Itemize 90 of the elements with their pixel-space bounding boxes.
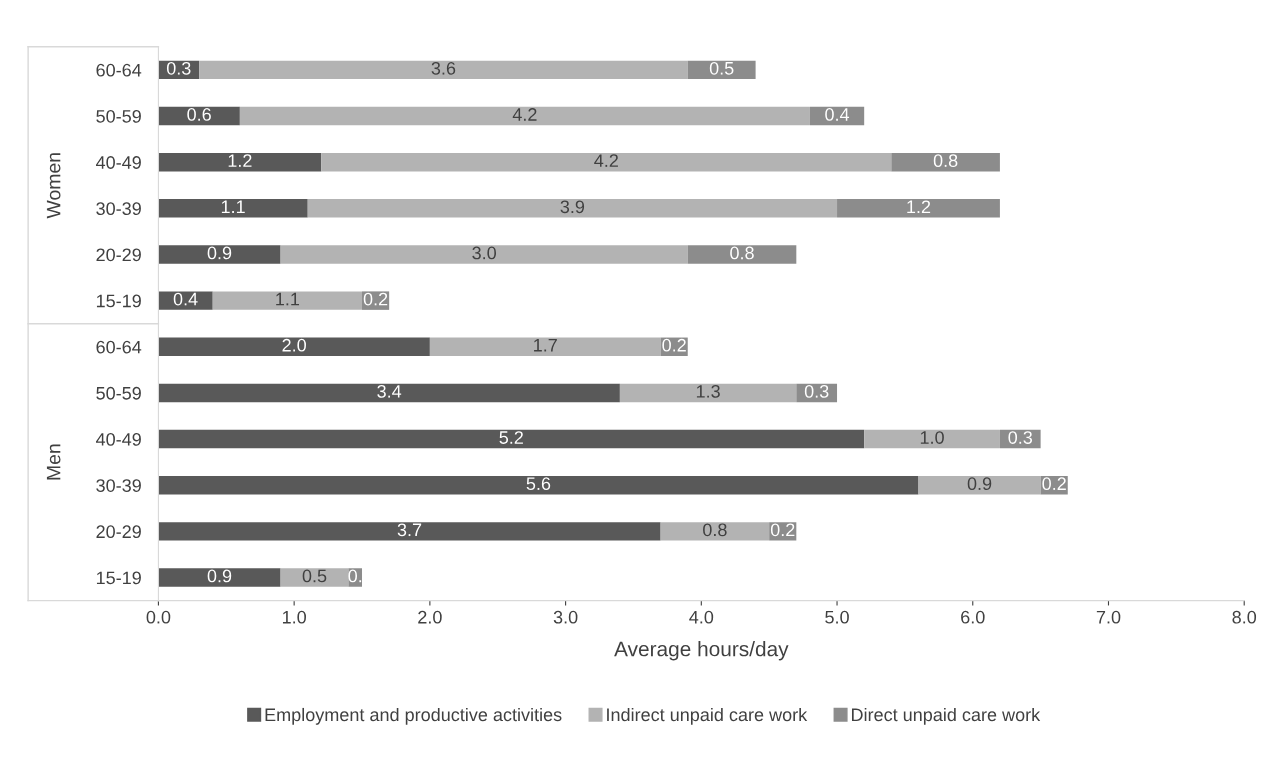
y-tick-label: 50-59 — [96, 386, 141, 400]
bar — [158, 568, 281, 587]
data-label: 3.7 — [397, 523, 422, 537]
data-label: 1.2 — [907, 200, 931, 213]
text: Men — [46, 444, 61, 480]
bar — [158, 383, 620, 403]
data-label: 1.0 — [920, 431, 944, 444]
data-label: 0.2 — [770, 523, 795, 537]
data-label: 0.9 — [967, 477, 992, 491]
data-label: 5.6 — [526, 477, 551, 491]
bar — [158, 106, 240, 126]
data-label: 0.5 — [302, 569, 327, 583]
bar — [837, 199, 1000, 218]
x-tick-label: 3.0 — [553, 610, 578, 624]
bar — [158, 152, 322, 172]
data-label: 3.4 — [377, 384, 402, 398]
data-label: 0.9 — [207, 246, 232, 260]
x-tick-label: 4.0 — [689, 610, 714, 624]
y-tick-label: 30-39 — [96, 202, 141, 216]
bar — [429, 337, 661, 357]
data-label: 1.1 — [221, 200, 245, 213]
bar — [158, 337, 430, 357]
legend-label: Indirect unpaid care work — [607, 707, 808, 725]
data-label: 0.8 — [933, 154, 958, 168]
data-label: 3.6 — [431, 61, 456, 75]
y-tick-label: 50-59 — [96, 109, 141, 123]
bar — [918, 476, 1041, 495]
data-label: 0.6 — [187, 108, 211, 121]
x-tick-label: 5.0 — [825, 610, 849, 624]
data-label: 0.3 — [1008, 431, 1033, 444]
legend-label: Employment and productive activities — [265, 707, 562, 725]
y-tick-label: 20-29 — [96, 525, 141, 539]
bar — [199, 60, 688, 80]
data-label: 0.4 — [173, 292, 198, 306]
data-label: 0. — [348, 569, 362, 583]
x-tick-label: 1.0 — [282, 610, 306, 624]
y-tick-label: 40-49 — [96, 156, 141, 169]
data-label: 0.2 — [662, 338, 686, 352]
x-axis-title: Average hours/day — [614, 641, 789, 661]
x-tick-label: 8.0 — [1232, 610, 1257, 624]
bar — [239, 106, 810, 126]
bar — [660, 522, 770, 541]
x-tick-label: 2.0 — [418, 610, 442, 624]
data-label: 0.2 — [363, 292, 388, 306]
x-tick-label: 7.0 — [1096, 610, 1121, 624]
bar — [280, 568, 349, 587]
x-tick-label: 6.0 — [961, 610, 985, 624]
data-label: 4.2 — [512, 108, 537, 121]
bar — [687, 60, 756, 80]
bar — [158, 522, 661, 541]
data-label: 4.2 — [594, 154, 618, 167]
x-tick-label: 0.0 — [146, 610, 171, 624]
bar — [158, 476, 919, 495]
text: Women — [46, 153, 61, 219]
data-label: 3.9 — [560, 200, 585, 214]
y-tick-label: 20-29 — [96, 248, 141, 262]
data-label: 0.9 — [207, 569, 232, 583]
bar — [687, 245, 797, 264]
bar — [158, 245, 281, 264]
bar — [307, 199, 838, 218]
data-label: 0.8 — [703, 523, 727, 537]
bar — [280, 245, 688, 264]
data-label: 0.8 — [730, 246, 754, 260]
y-tick-label: 30-39 — [96, 479, 141, 492]
bar — [321, 152, 892, 172]
y-tick-label: 60-64 — [96, 340, 142, 354]
data-label: 1.7 — [534, 339, 557, 352]
y-tick-label: 15-19 — [96, 571, 141, 585]
data-label: 5.2 — [499, 431, 523, 444]
legend-label: Direct unpaid care work — [851, 707, 1041, 725]
bar — [864, 429, 1000, 449]
y-tick-label: 15-19 — [96, 294, 141, 308]
bar — [158, 199, 308, 218]
data-label: 2.0 — [282, 338, 306, 352]
data-label: 1.2 — [228, 154, 252, 167]
bar — [158, 429, 865, 449]
bar — [619, 383, 797, 403]
data-label: 0.3 — [166, 61, 191, 75]
data-label: 1.1 — [276, 292, 300, 306]
data-label: 0.3 — [804, 384, 829, 398]
bar — [212, 291, 363, 310]
data-label: 1.3 — [696, 384, 720, 398]
y-tick-label: 60-64 — [96, 63, 142, 77]
bar — [158, 291, 213, 310]
data-label: 3.0 — [472, 246, 496, 260]
data-label: 0.5 — [709, 61, 734, 75]
y-tick-label: 40-49 — [96, 433, 141, 446]
data-label: 0.2 — [1042, 477, 1066, 491]
data-label: 0.4 — [825, 108, 850, 121]
bar — [891, 152, 1000, 172]
